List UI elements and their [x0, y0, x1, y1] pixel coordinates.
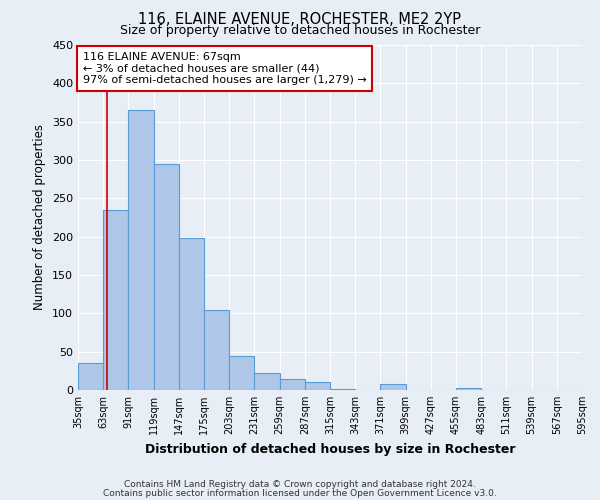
Bar [179, 238, 204, 390]
Bar [154, 164, 179, 390]
Text: 116 ELAINE AVENUE: 67sqm
← 3% of detached houses are smaller (44)
97% of semi-de: 116 ELAINE AVENUE: 67sqm ← 3% of detache… [83, 52, 367, 85]
Bar [128, 110, 154, 390]
Bar [380, 384, 406, 390]
Bar [330, 389, 355, 390]
Bar [456, 388, 481, 390]
Bar [280, 378, 305, 390]
Bar [204, 310, 229, 390]
Bar [229, 356, 254, 390]
Bar [78, 363, 103, 390]
Bar [254, 373, 280, 390]
Text: Contains public sector information licensed under the Open Government Licence v3: Contains public sector information licen… [103, 488, 497, 498]
Bar [103, 210, 128, 390]
Bar [305, 382, 330, 390]
Y-axis label: Number of detached properties: Number of detached properties [34, 124, 46, 310]
X-axis label: Distribution of detached houses by size in Rochester: Distribution of detached houses by size … [145, 442, 515, 456]
Text: Size of property relative to detached houses in Rochester: Size of property relative to detached ho… [120, 24, 480, 37]
Text: Contains HM Land Registry data © Crown copyright and database right 2024.: Contains HM Land Registry data © Crown c… [124, 480, 476, 489]
Text: 116, ELAINE AVENUE, ROCHESTER, ME2 2YP: 116, ELAINE AVENUE, ROCHESTER, ME2 2YP [139, 12, 461, 28]
